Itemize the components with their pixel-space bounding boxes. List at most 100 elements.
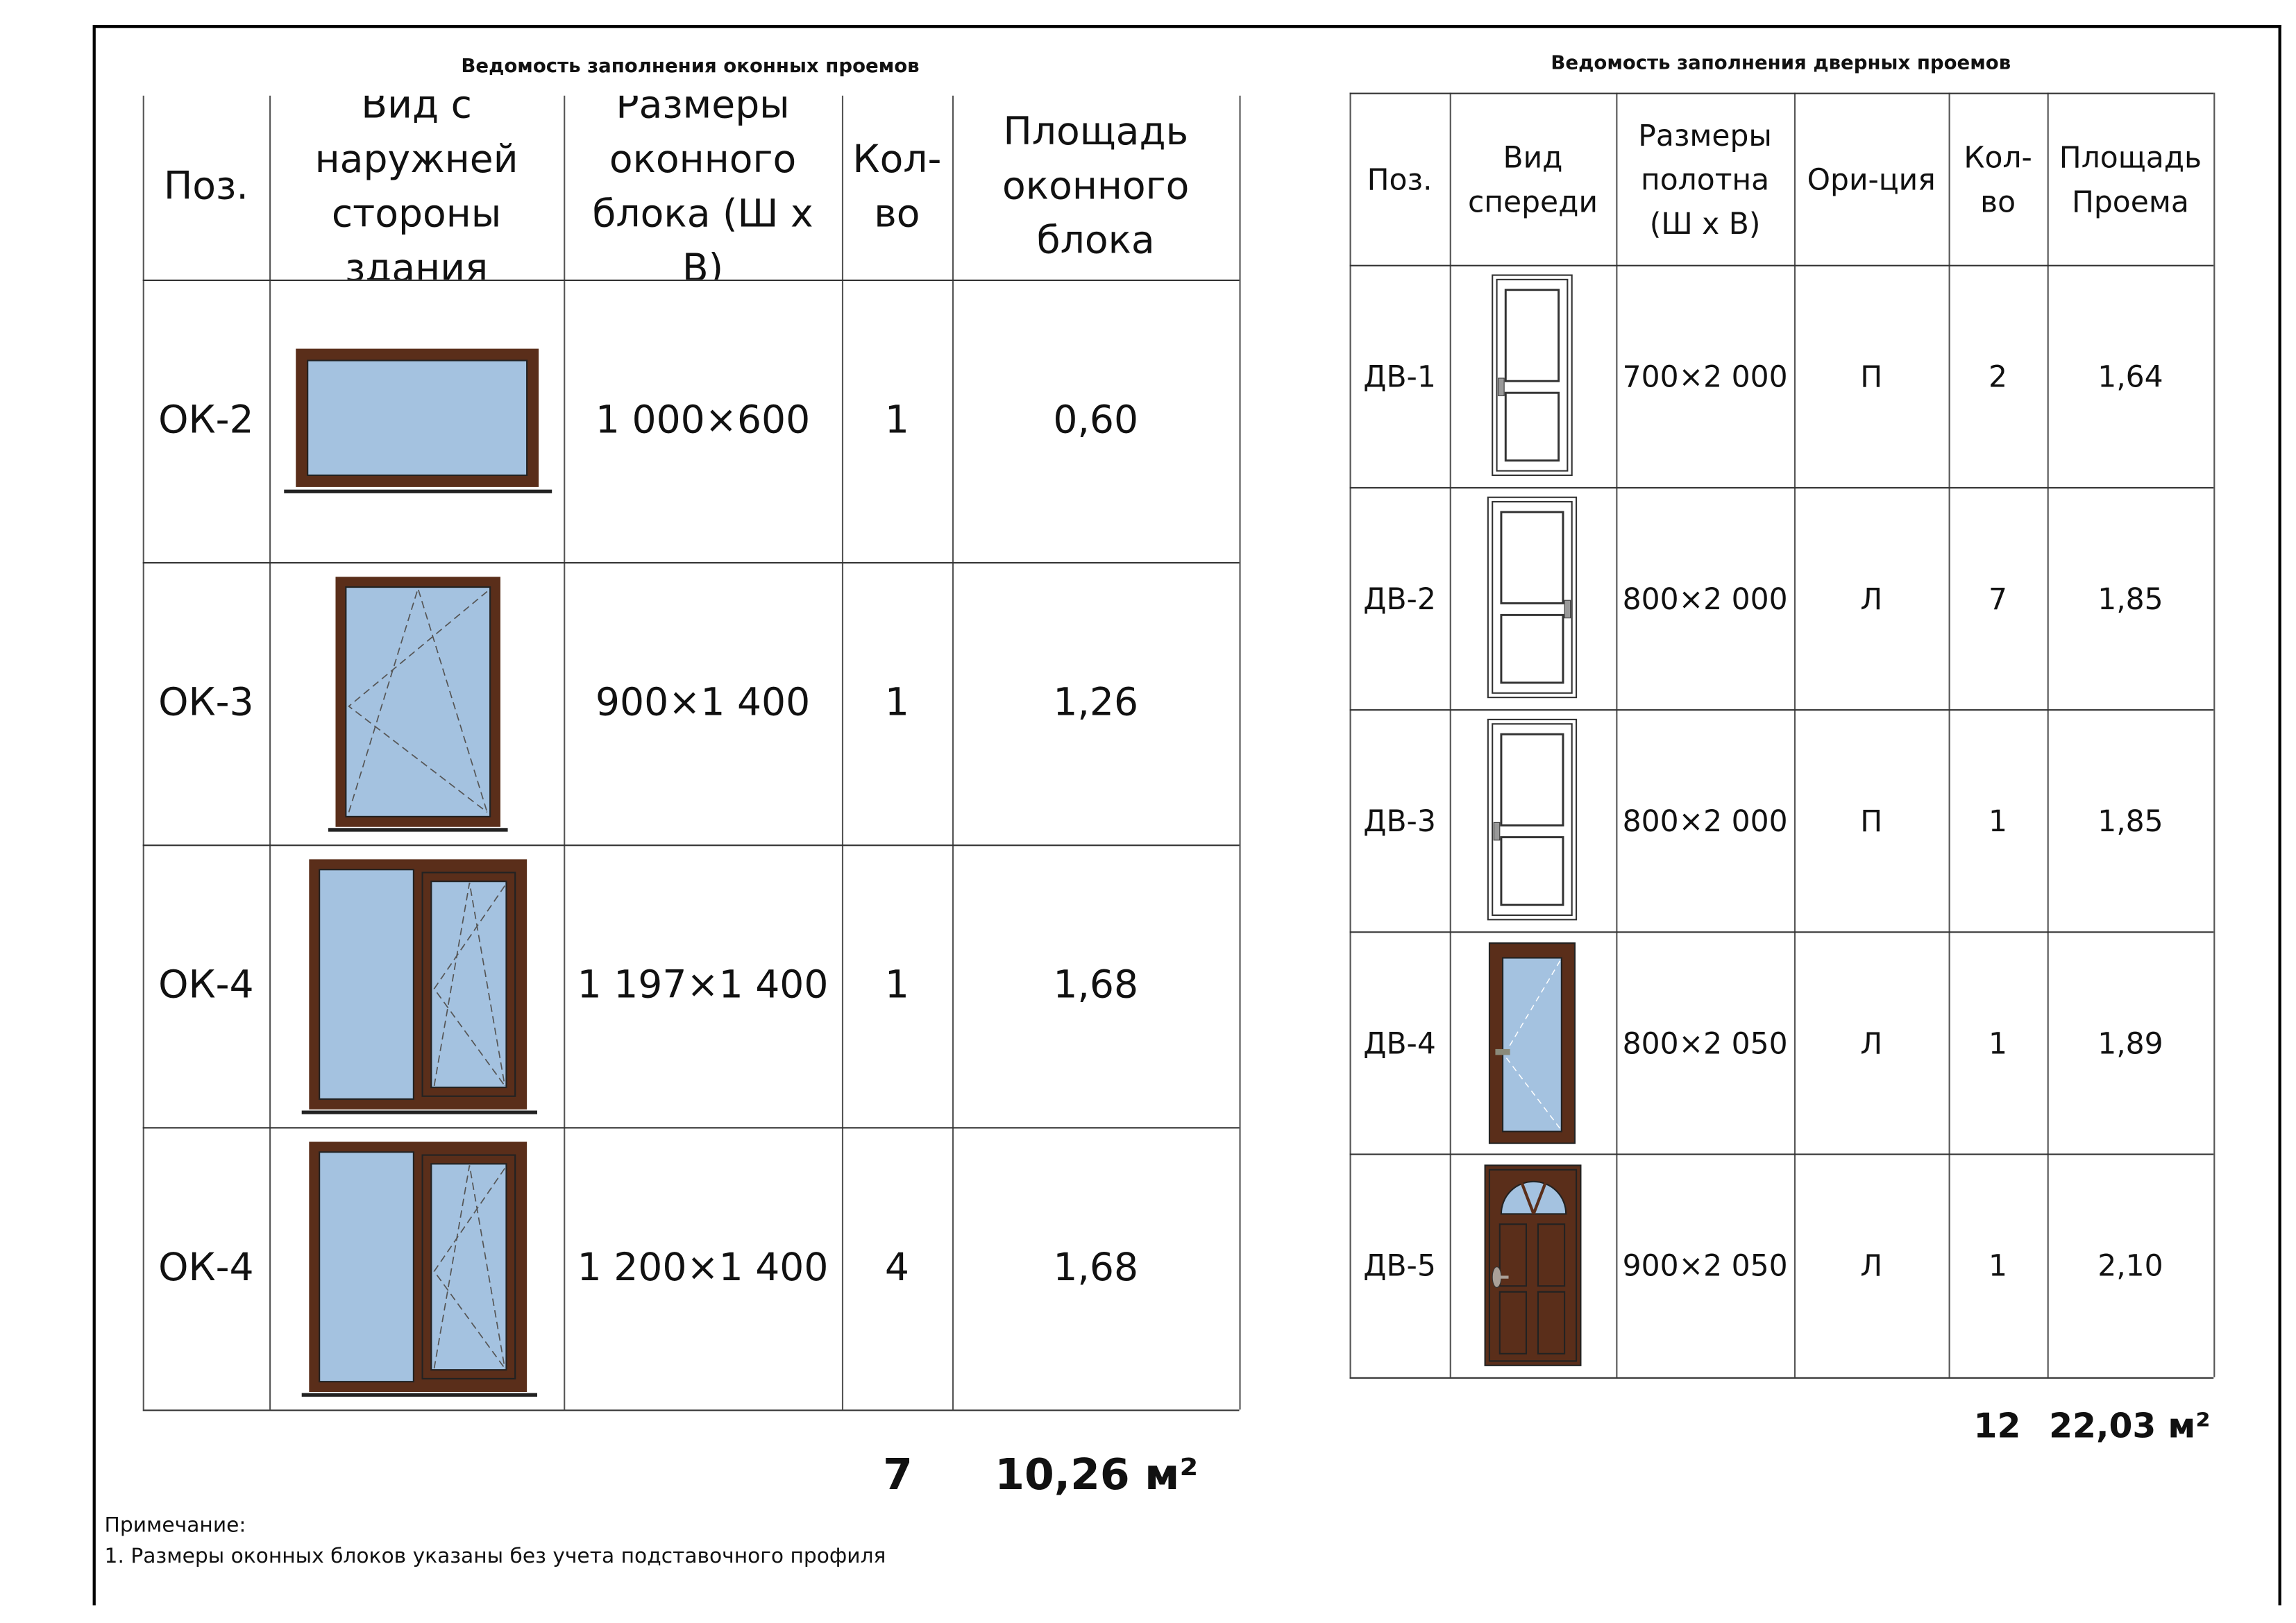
door-size-text: 800×2 000 [1622, 802, 1788, 838]
windows-row-line [142, 1127, 1240, 1129]
windows-header-0: Поз. [143, 96, 269, 280]
window-area: 1,68 [952, 1127, 1239, 1409]
door-area-text: 1,85 [2097, 580, 2163, 616]
door-qty: 7 [1949, 487, 2048, 709]
window-area-text: 1,68 [1053, 1246, 1139, 1290]
window-qty-text: 1 [884, 962, 909, 1008]
doors-row-line [1349, 92, 2214, 94]
doors-header-4-text: Кол-во [1964, 139, 2032, 219]
door-qty: 2 [1949, 265, 2048, 487]
window-tilt-turn-icon [328, 577, 508, 832]
door-qty-text: 7 [1989, 580, 2008, 616]
door-size-text: 800×2 000 [1622, 580, 1788, 616]
door-orientation: Л [1794, 487, 1949, 709]
window-size: 900×1 400 [564, 562, 842, 844]
door-white-panel-icon [1492, 274, 1573, 476]
window-pos: ОК-4 [143, 1127, 269, 1409]
window-qty-text: 4 [884, 1246, 909, 1290]
window-pos: ОК-2 [143, 280, 269, 562]
doors-header-5-text: Площадь Проема [2059, 139, 2202, 219]
doors-header-0-text: Поз. [1367, 161, 1433, 197]
window-area: 1,68 [952, 844, 1239, 1127]
windows-table-title: Ведомость заполнения оконных проемов [461, 56, 920, 78]
door-size: 900×2 050 [1616, 1153, 1794, 1377]
doors-header-2: Размеры полотна (Ш х В) [1616, 93, 1794, 265]
door-size: 800×2 050 [1616, 931, 1794, 1153]
door-qty-text: 1 [1989, 1024, 2008, 1060]
door-pos: ДВ-1 [1349, 265, 1449, 487]
window-pos: ОК-4 [143, 844, 269, 1127]
windows-header-2: Размеры оконного блока (Ш х В) [564, 96, 842, 280]
window-size-text: 900×1 400 [595, 680, 811, 725]
windows-total-qty: 7 [883, 1449, 913, 1499]
window-qty-text: 1 [884, 398, 909, 443]
window-size: 1 000×600 [564, 280, 842, 562]
window-qty: 1 [842, 562, 952, 844]
door-area-text: 1,89 [2097, 1024, 2163, 1060]
door-size: 800×2 000 [1616, 487, 1794, 709]
doors-col-line [1349, 92, 1351, 1377]
sheet-border-top [94, 25, 2281, 28]
windows-col-line [564, 95, 566, 1410]
doors-total-qty: 12 [1973, 1408, 2021, 1447]
windows-header-3-text: Кол-во [852, 137, 942, 237]
window-qty-text: 1 [884, 680, 909, 725]
doors-row-line [1349, 264, 2214, 266]
door-orientation: Л [1794, 1153, 1949, 1377]
door-white-panel-icon [1487, 496, 1578, 699]
door-pos-text: ДВ-5 [1363, 1248, 1436, 1284]
windows-header-4: Площадь оконного блока [952, 96, 1239, 280]
door-area-text: 1,64 [2097, 358, 2163, 394]
doors-total-area: 22,03 м² [2049, 1408, 2211, 1447]
door-size: 800×2 000 [1616, 709, 1794, 931]
door-area-text: 2,10 [2097, 1248, 2163, 1284]
doors-row-line [1349, 1153, 2214, 1155]
doors-col-line [1616, 92, 1618, 1377]
door-orientation: Л [1794, 931, 1949, 1153]
door-brown-arched-icon [1484, 1164, 1582, 1366]
doors-col-line [1948, 92, 1950, 1377]
windows-row-line [142, 279, 1240, 282]
door-qty-text: 2 [1989, 358, 2008, 394]
note-item: 1. Размеры оконных блоков указаны без уч… [104, 1545, 886, 1569]
window-size-text: 1 197×1 400 [577, 962, 829, 1008]
door-orientation-text: П [1860, 358, 1883, 394]
doors-col-line [1449, 92, 1451, 1377]
door-orientation-text: Л [1860, 1024, 1883, 1060]
doors-header-3: Ори-ция [1794, 93, 1949, 265]
doors-header-0: Поз. [1349, 93, 1449, 265]
door-orientation-text: П [1860, 802, 1883, 838]
sheet-border-right [2278, 25, 2281, 1606]
door-orientation: П [1794, 709, 1949, 931]
door-pos: ДВ-5 [1349, 1153, 1449, 1377]
windows-header-1-text: Вид с наружней стороны здания [314, 95, 518, 280]
door-area: 1,89 [2048, 931, 2214, 1153]
windows-header-1: Вид с наружней стороны здания [269, 96, 564, 280]
doors-row-line [1349, 1377, 2214, 1379]
door-pos-text: ДВ-2 [1363, 580, 1436, 616]
door-size-text: 800×2 050 [1622, 1024, 1788, 1060]
window-area: 1,26 [952, 562, 1239, 844]
door-pos: ДВ-4 [1349, 931, 1449, 1153]
door-area: 2,10 [2048, 1153, 2214, 1377]
window-size-text: 1 200×1 400 [577, 1246, 829, 1290]
door-pos: ДВ-2 [1349, 487, 1449, 709]
windows-header-2-text: Размеры оконного блока (Ш х В) [592, 95, 813, 280]
door-orientation: П [1794, 265, 1949, 487]
doors-col-line [1793, 92, 1796, 1377]
window-pos-text: ОК-2 [158, 398, 254, 443]
window-qty: 1 [842, 844, 952, 1127]
door-pos-text: ДВ-1 [1363, 358, 1436, 394]
door-area: 1,85 [2048, 487, 2214, 709]
window-size: 1 200×1 400 [564, 1127, 842, 1409]
windows-row-line [142, 844, 1240, 847]
windows-row-line [142, 1409, 1240, 1411]
window-area-text: 1,26 [1053, 680, 1139, 725]
windows-col-line [841, 95, 844, 1410]
door-pos-text: ДВ-3 [1363, 802, 1436, 838]
window-area-text: 0,60 [1053, 398, 1139, 443]
windows-row-line [142, 562, 1240, 564]
window-pos-text: ОК-4 [158, 962, 254, 1008]
windows-col-line [952, 95, 954, 1410]
doors-header-3-text: Ори-ция [1807, 161, 1936, 197]
